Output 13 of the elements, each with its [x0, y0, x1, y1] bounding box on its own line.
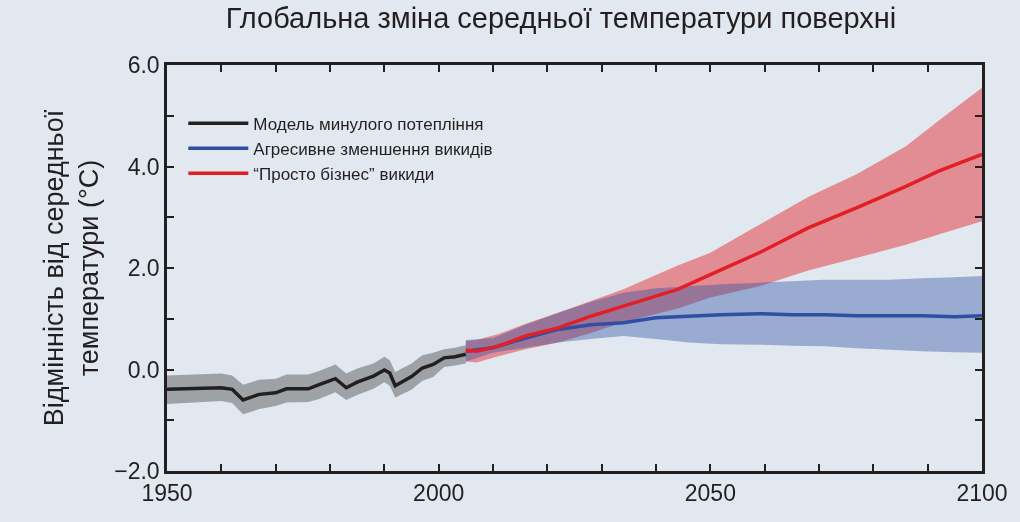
legend-label: Агресивне зменшення викидів [253, 139, 493, 159]
x-tick-label: 2100 [956, 480, 1008, 507]
x-tick-label: 2000 [413, 480, 465, 507]
y-tick-label: 4.0 [127, 153, 160, 180]
legend-label: “Просто бізнес” викиди [253, 164, 435, 184]
legend-label: Модель минулого потепління [253, 114, 484, 134]
x-tick-label: 2050 [684, 480, 736, 507]
y-tick-label: 2.0 [127, 255, 160, 282]
y-tick-label: 0.0 [127, 356, 160, 383]
y-axis-title: Відмінність від середньої температури (°C) [39, 109, 105, 427]
line-series [167, 352, 468, 402]
chart-title: Глобальна зміна середньої температури поверхні [225, 2, 897, 35]
y-tick-label: 6.0 [127, 52, 160, 79]
